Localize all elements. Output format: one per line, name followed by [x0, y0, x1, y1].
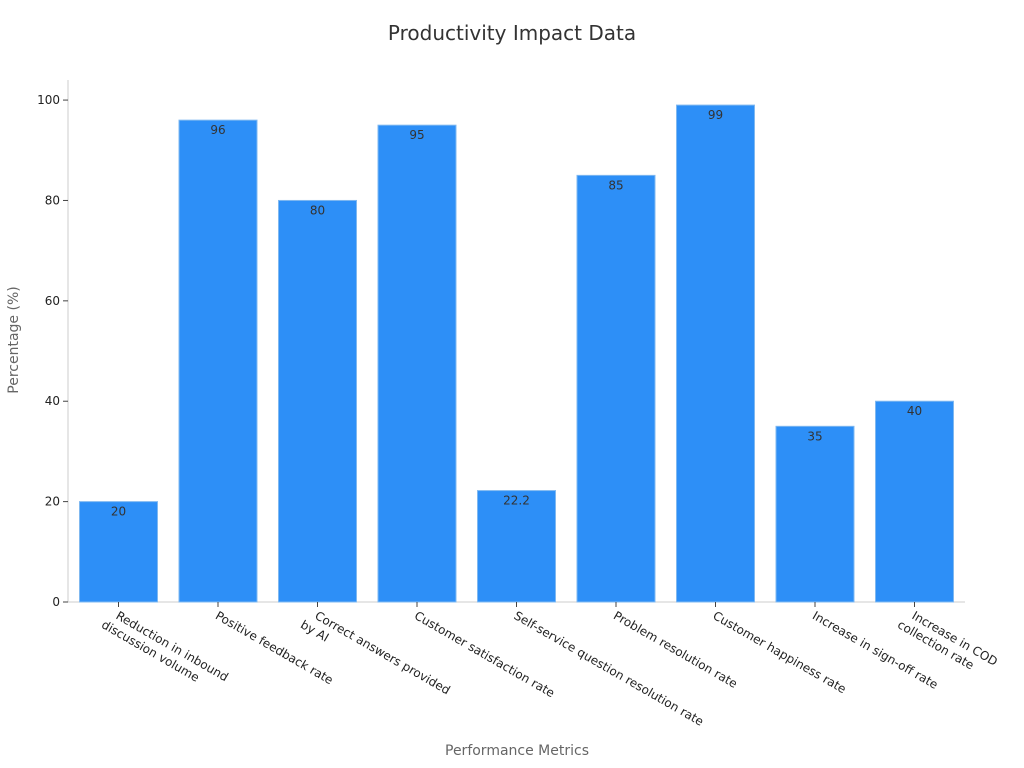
y-tick-label: 60: [45, 294, 60, 308]
x-tick-label-line: Self-service question resolution rate: [512, 608, 706, 728]
y-tick-label: 20: [45, 495, 60, 509]
y-axis-title: Percentage (%): [6, 286, 22, 393]
y-axis-ticks: 0 20 40 60 80 100: [37, 93, 68, 609]
bar: [477, 490, 556, 603]
bar-value-label: 99: [708, 108, 723, 122]
x-axis-title: Performance Metrics: [445, 743, 589, 759]
x-tick-label: Self-service question resolution rate: [512, 608, 706, 728]
data-labels: 20 96 80 95 22.2 85 99 35 40: [111, 108, 922, 519]
bar-value-label: 35: [807, 429, 822, 443]
bar: [875, 400, 954, 603]
bar-value-label: 95: [409, 128, 424, 142]
y-tick-label: 100: [37, 93, 60, 107]
y-tick-label: 40: [45, 394, 60, 408]
bar-value-label: 20: [111, 505, 126, 519]
bar: [278, 199, 357, 603]
y-tick-label: 0: [52, 595, 60, 609]
bar: [377, 124, 457, 603]
bar: [775, 425, 855, 603]
chart-title: Productivity Impact Data: [388, 21, 636, 45]
bar: [576, 174, 656, 603]
bar-value-label: 40: [907, 404, 922, 418]
bar: [79, 501, 158, 603]
bar-value-label: 96: [210, 123, 225, 137]
bar-series: [79, 104, 954, 603]
y-tick-label: 80: [45, 193, 60, 207]
bar-value-label: 80: [310, 203, 325, 217]
bar: [178, 119, 258, 603]
bar-value-label: 22.2: [503, 494, 530, 508]
bar-value-label: 85: [608, 178, 623, 192]
bar: [676, 104, 755, 603]
